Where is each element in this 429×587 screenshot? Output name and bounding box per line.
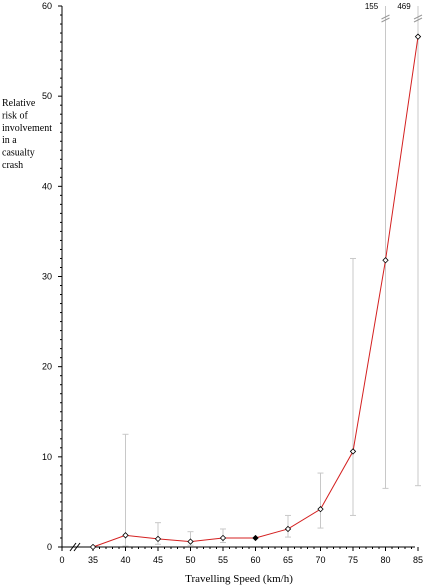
x-tick-label: 45 — [153, 555, 163, 565]
y-axis-label-line: Relative — [2, 98, 36, 109]
x-tick-label: 60 — [250, 555, 260, 565]
data-point-marker — [154, 535, 162, 543]
x-axis-label: Travelling Speed (km/h) — [185, 573, 293, 585]
y-axis-label-line: crash — [2, 160, 23, 171]
annotations: 155 469 — [365, 2, 423, 23]
axes: 0 10 20 30 40 50 60 0 35 40 45 50 55 60 65 70 75 80 85 — [42, 1, 423, 565]
data-point-marker — [219, 534, 227, 542]
y-tick-label: 50 — [42, 91, 52, 101]
data-points — [89, 33, 422, 551]
data-point-marker — [317, 505, 324, 513]
error-bar — [350, 257, 356, 516]
series-path — [92, 36, 419, 548]
data-point-marker — [414, 33, 422, 40]
error-bars — [122, 6, 421, 547]
y-tick-label: 10 — [42, 452, 52, 462]
error-bar — [415, 6, 421, 487]
break-mark — [413, 14, 423, 20]
error-bar — [382, 6, 389, 489]
break-mark — [381, 14, 390, 20]
y-tick-label: 20 — [42, 362, 52, 372]
x-tick-label: 85 — [413, 555, 423, 565]
upper-bound-label: 155 — [365, 2, 379, 11]
y-tick-label: 60 — [42, 1, 52, 11]
data-point-marker — [122, 532, 129, 539]
x-tick-label: 40 — [120, 555, 130, 565]
y-axis-label-line: risk of — [2, 110, 29, 121]
data-point-marker — [382, 257, 389, 264]
axis-break-stroke — [69, 542, 77, 552]
x-tick-label: 50 — [185, 555, 195, 565]
x-tick-label: 0 — [59, 555, 64, 565]
x-tick-label: 35 — [88, 555, 98, 565]
data-point-marker — [349, 448, 357, 455]
x-tick-label: 75 — [348, 555, 358, 565]
break-mark — [413, 17, 423, 23]
y-axis-label-line: casualty — [2, 148, 35, 159]
upper-bound-label: 469 — [397, 2, 411, 11]
error-bar — [122, 433, 129, 547]
data-point-marker — [187, 538, 194, 545]
error-bar — [317, 472, 324, 529]
y-axis-label-line: involvement — [2, 123, 52, 134]
data-point-marker — [89, 543, 97, 551]
x-tick-label: 80 — [380, 555, 390, 565]
series-line — [92, 36, 419, 548]
x-tick-label: 70 — [315, 555, 325, 565]
y-tick-label: 0 — [47, 542, 52, 552]
off-chart-bound: 469 — [397, 2, 423, 23]
data-point-marker — [284, 525, 292, 533]
break-mark — [381, 17, 390, 23]
y-tick-label: 30 — [42, 272, 52, 282]
x-tick-label: 65 — [283, 555, 293, 565]
off-chart-bound: 155 — [365, 2, 390, 23]
y-axis-label-line: in a — [2, 135, 17, 146]
axis-break-marker — [69, 542, 81, 552]
data-point-marker — [252, 534, 259, 542]
y-tick-label: 40 — [42, 181, 52, 191]
axis-break-stroke — [73, 542, 81, 552]
x-tick-label: 55 — [218, 555, 228, 565]
